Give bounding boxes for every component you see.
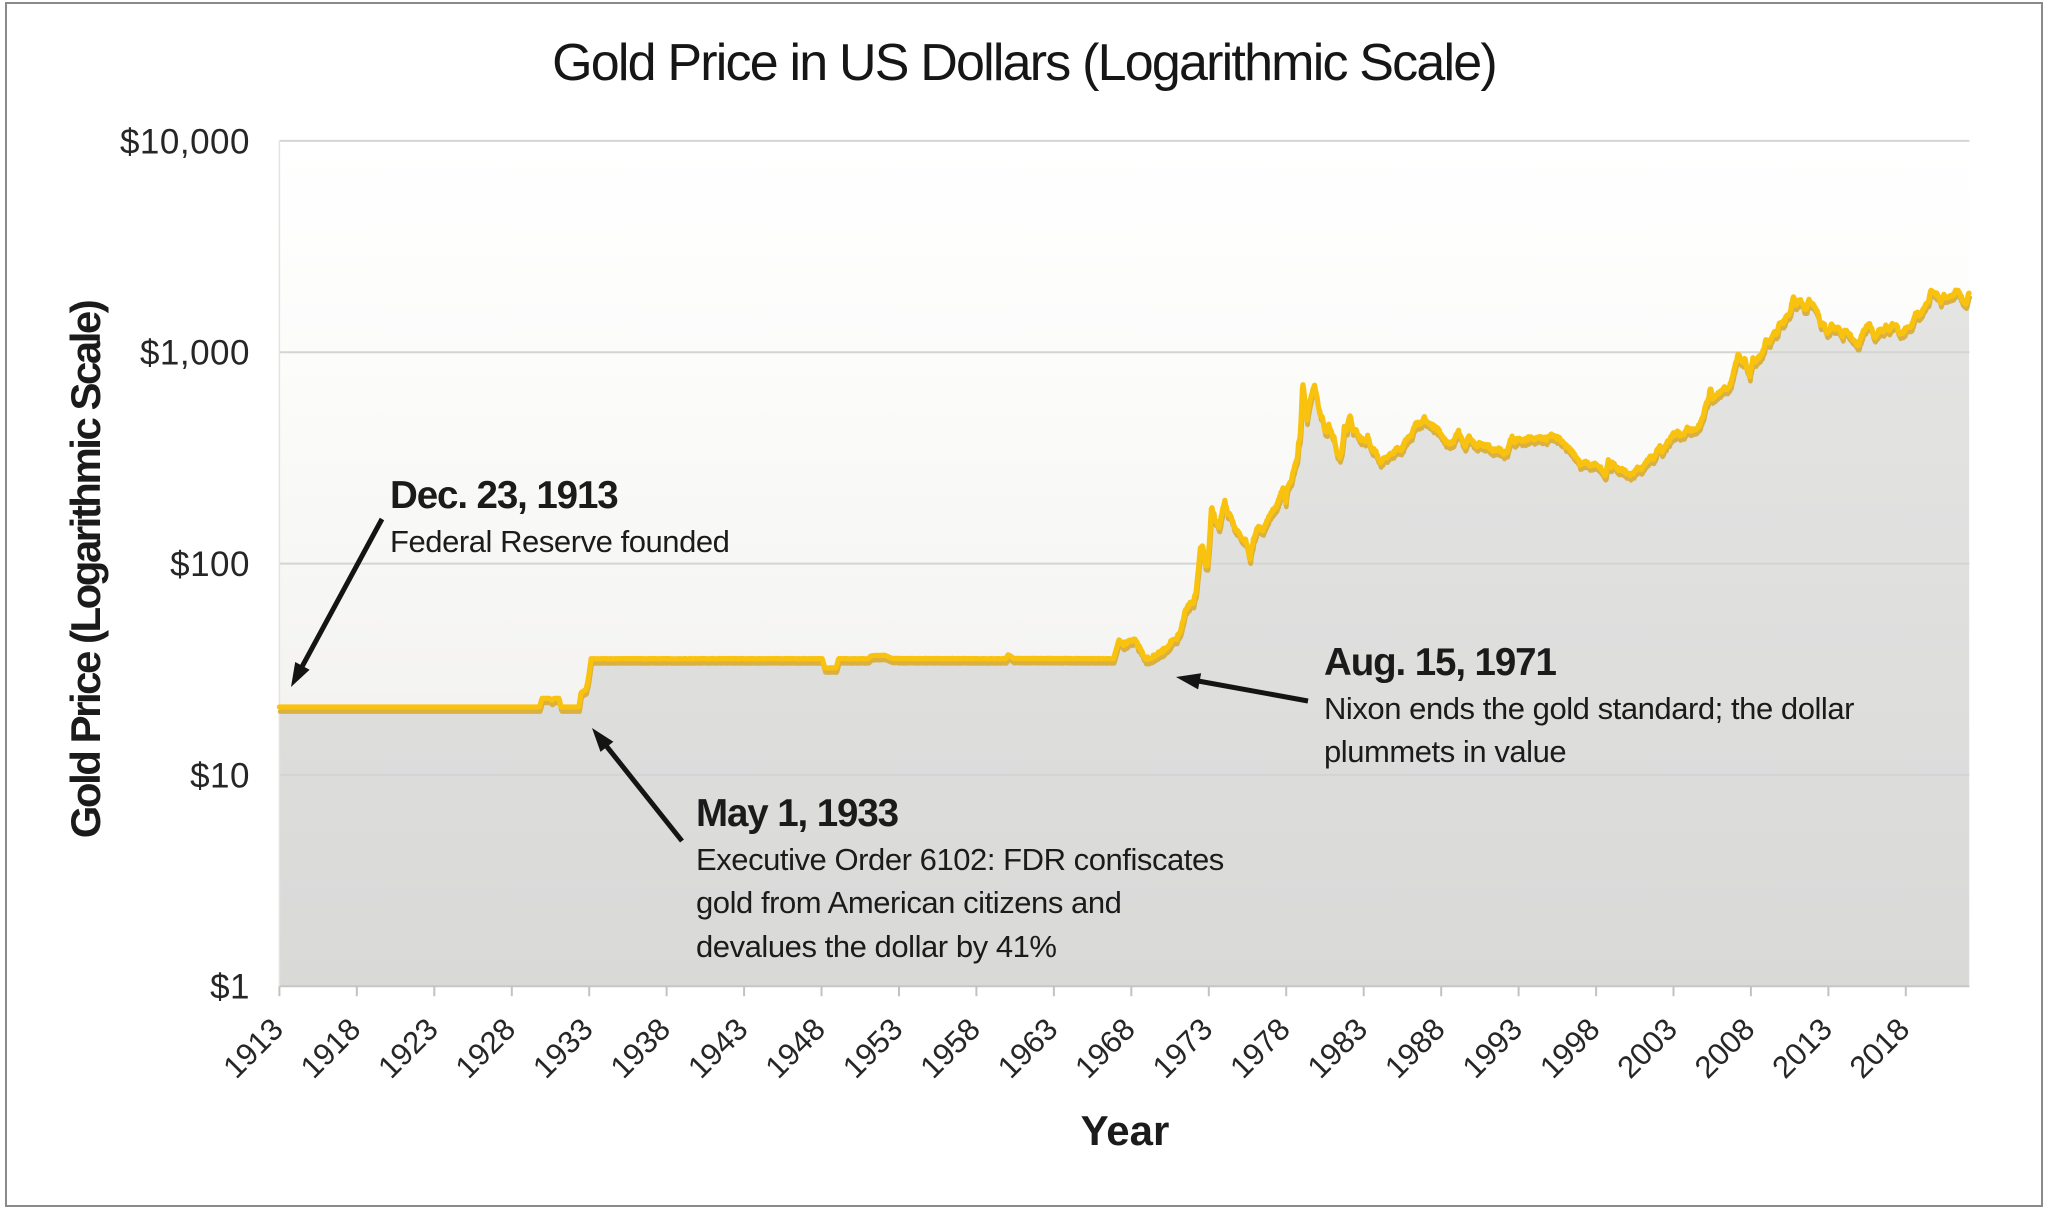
svg-text:2003: 2003 xyxy=(1610,1011,1684,1085)
svg-text:1978: 1978 xyxy=(1223,1011,1297,1085)
svg-text:1963: 1963 xyxy=(991,1011,1065,1085)
svg-text:$1: $1 xyxy=(210,968,250,1007)
svg-text:1998: 1998 xyxy=(1533,1011,1607,1085)
svg-text:2008: 2008 xyxy=(1688,1011,1762,1085)
svg-text:1993: 1993 xyxy=(1456,1011,1530,1085)
svg-text:Gold Price (Logarithmic Scale): Gold Price (Logarithmic Scale) xyxy=(62,301,109,838)
svg-text:$100: $100 xyxy=(170,545,250,584)
svg-text:1973: 1973 xyxy=(1146,1011,1220,1085)
svg-text:Year: Year xyxy=(1081,1107,1170,1154)
svg-text:1923: 1923 xyxy=(371,1011,445,1085)
svg-text:$10,000: $10,000 xyxy=(120,122,250,161)
svg-text:1928: 1928 xyxy=(449,1011,523,1085)
svg-text:2013: 2013 xyxy=(1765,1011,1839,1085)
svg-text:1983: 1983 xyxy=(1301,1011,1375,1085)
svg-text:1933: 1933 xyxy=(526,1011,600,1085)
svg-text:1958: 1958 xyxy=(913,1011,987,1085)
svg-text:1943: 1943 xyxy=(681,1011,755,1085)
svg-text:1968: 1968 xyxy=(1068,1011,1142,1085)
svg-text:1948: 1948 xyxy=(758,1011,832,1085)
svg-text:$10: $10 xyxy=(190,756,250,795)
svg-text:1938: 1938 xyxy=(604,1011,678,1085)
svg-text:1988: 1988 xyxy=(1378,1011,1452,1085)
svg-text:1953: 1953 xyxy=(836,1011,910,1085)
svg-text:$1,000: $1,000 xyxy=(140,334,250,373)
svg-text:1918: 1918 xyxy=(294,1011,368,1085)
svg-text:1913: 1913 xyxy=(216,1011,290,1085)
svg-text:2018: 2018 xyxy=(1843,1011,1917,1085)
